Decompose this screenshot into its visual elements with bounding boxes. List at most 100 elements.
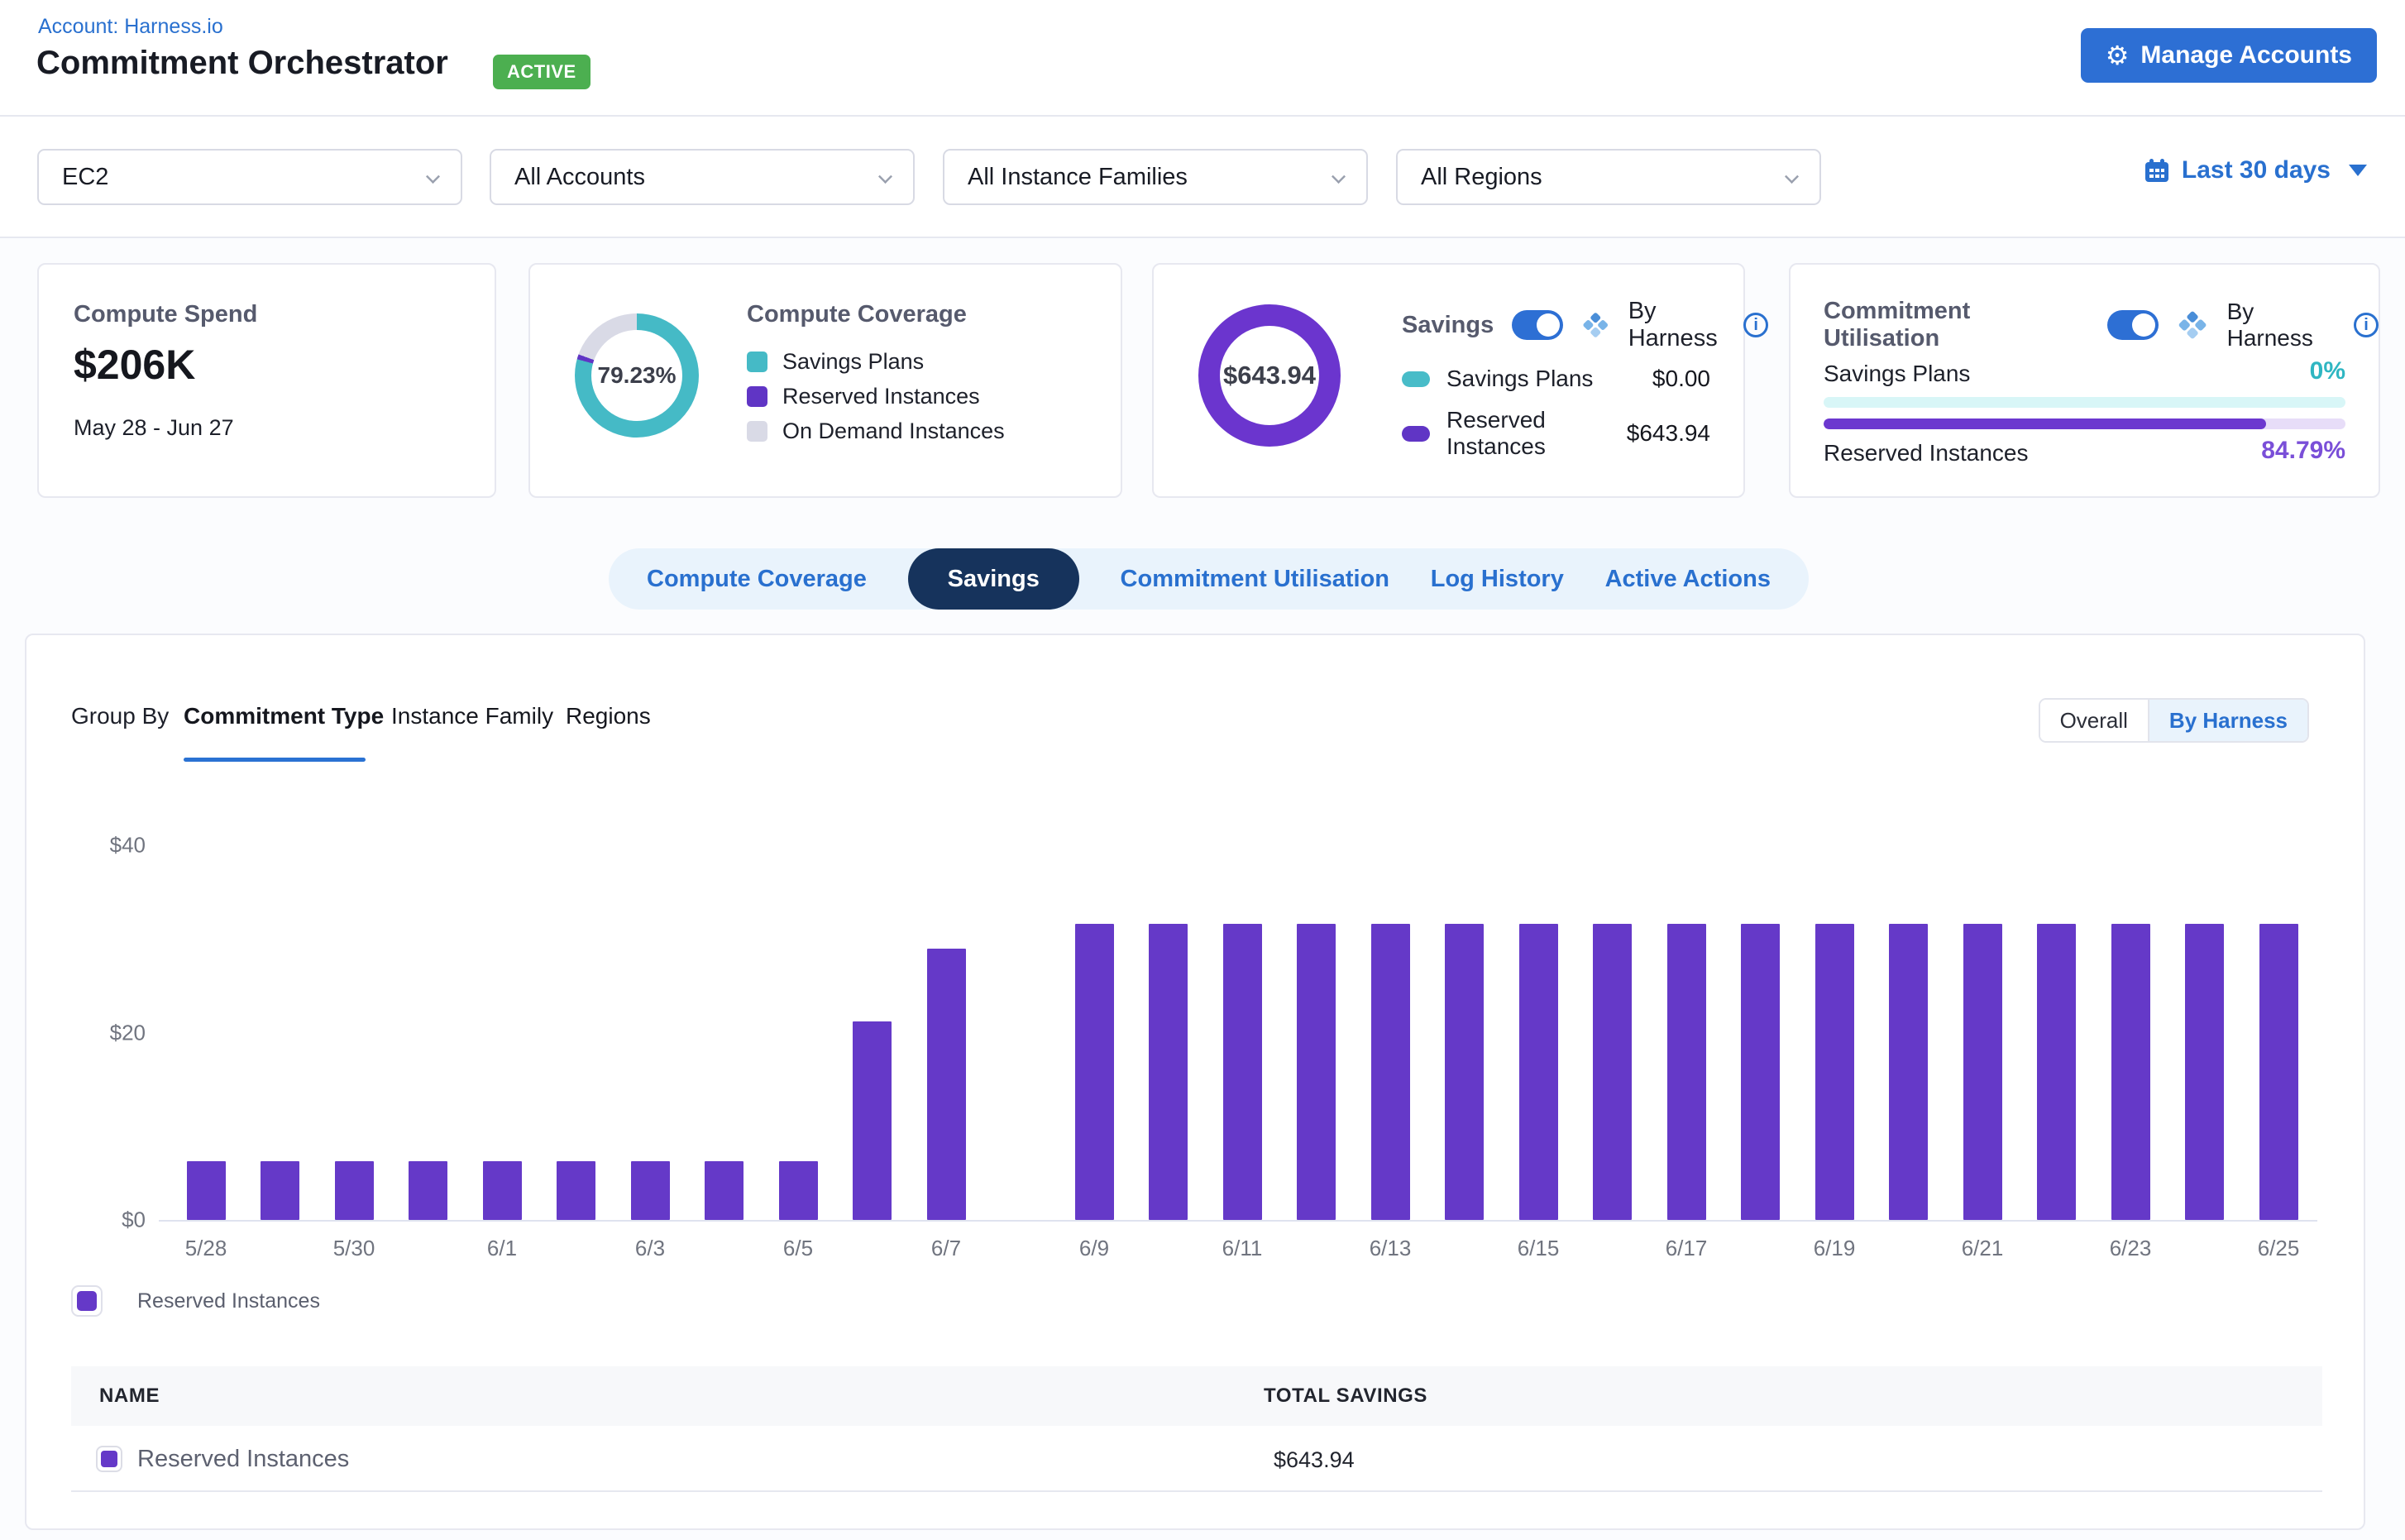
tab-log-history[interactable]: Log History [1430,565,1564,592]
x-axis-tick-label: 6/17 [1665,1236,1708,1260]
chart-bar[interactable] [1370,924,1410,1220]
info-icon[interactable]: i [2354,313,2379,337]
legend-label: Reserved Instances [137,1289,320,1313]
filter-bar: EC2 All Accounts All Instance Families A… [0,117,2405,238]
tab-savings[interactable]: Savings [907,548,1079,610]
chart-bar[interactable] [1297,924,1336,1220]
chart-bar[interactable] [705,1160,743,1220]
savings-row-value: $643.94 [1626,420,1710,446]
harness-logo-icon [2179,311,2207,339]
legend-swatch [747,352,767,372]
tab-compute-coverage[interactable]: Compute Coverage [647,565,867,592]
chart-bar[interactable] [557,1160,595,1220]
table-row[interactable]: Reserved Instances $643.94 [71,1426,2322,1492]
info-icon[interactable]: i [1743,313,1769,337]
row-total-savings: $643.94 [1274,1447,1355,1472]
group-by-regions[interactable]: Regions [566,703,651,729]
chart-bar[interactable] [1593,924,1632,1220]
legend-swatch [747,386,767,407]
page-header: Account: Harness.io Commitment Orchestra… [0,0,2405,117]
view-overall-button[interactable]: Overall [2039,700,2149,741]
commitment-utilisation-title: Commitment Utilisation [1824,298,1971,352]
savings-row-value: $0.00 [1652,366,1710,391]
row-name: Reserved Instances [137,1446,350,1472]
legend-swatch [1402,425,1430,442]
compute-spend-title: Compute Spend [74,301,258,328]
chart-bar[interactable] [334,1160,374,1220]
instance-families-dropdown[interactable]: All Instance Families [943,149,1368,205]
service-dropdown[interactable]: EC2 [37,149,462,205]
compute-spend-value: $206K [74,342,196,388]
manage-accounts-button[interactable]: ⚙ Manage Accounts [2080,28,2377,83]
reserved-instances-progress-bar [1824,418,2345,429]
savings-row-label: Savings Plans [1446,366,1594,391]
group-by-instance-family[interactable]: Instance Family [391,703,554,729]
chevron-down-icon [1332,170,1346,184]
chart-bar[interactable] [1445,924,1484,1220]
regions-dropdown[interactable]: All Regions [1396,149,1821,205]
util-savings-plans-label: Savings Plans [1824,361,1971,386]
chevron-down-icon [878,170,892,184]
tab-active-actions[interactable]: Active Actions [1604,565,1771,592]
chart-bar[interactable] [630,1160,670,1220]
tab-commitment-utilisation[interactable]: Commitment Utilisation [1120,565,1390,592]
chart-bar[interactable] [1963,924,2002,1220]
chart-bar[interactable] [1222,924,1262,1220]
util-reserved-instances-label: Reserved Instances [1824,440,2029,466]
chart-bar[interactable] [1815,924,1854,1220]
legend-label: On Demand Instances [782,418,1005,443]
savings-card: $643.94 Savings By Harness i Savings Pla… [1152,263,1769,498]
harness-logo-icon [1583,313,1609,337]
chart-bar[interactable] [261,1160,299,1220]
y-axis-tick-label: $20 [109,1020,146,1045]
x-axis-tick-label: 6/1 [486,1236,518,1260]
chart-bar[interactable] [1518,924,1558,1220]
chart-bar[interactable] [926,948,966,1220]
chart-bar[interactable] [1741,924,1780,1220]
compute-coverage-donut-chart [575,313,699,438]
column-header-name: NAME [99,1385,160,1407]
chart-bar[interactable] [186,1160,226,1220]
legend-item: On Demand Instances [747,418,1005,444]
progress-fill [1824,418,2267,429]
by-harness-toggle[interactable] [1512,310,1564,340]
chart-bar[interactable] [853,1021,892,1220]
by-harness-toggle[interactable] [2107,310,2159,340]
account-breadcrumb-link[interactable]: Account: Harness.io [38,15,223,38]
page-title: Commitment Orchestrator [36,45,448,81]
group-by-commitment-type[interactable]: Commitment Type [184,703,385,729]
legend-label: Reserved Instances [782,384,980,409]
savings-plans-progress-bar [1824,397,2345,408]
chart-bar[interactable] [1149,924,1188,1220]
compute-spend-card: Compute Spend $206K May 28 - Jun 27 [37,263,496,498]
instance-families-dropdown-value: All Instance Families [968,163,1188,190]
y-axis-tick-label: $0 [122,1207,146,1232]
chart-bar[interactable] [1666,924,1706,1220]
service-dropdown-value: EC2 [62,163,109,190]
x-axis-tick-label: 6/23 [2109,1236,2152,1260]
view-by-harness-button[interactable]: By Harness [2149,700,2307,741]
x-axis-tick-label: 6/13 [1369,1236,1412,1260]
date-range-label: Last 30 days [2181,156,2331,184]
chart-bar[interactable] [1074,924,1114,1220]
chart-bar[interactable] [2259,924,2298,1220]
chart-bar[interactable] [778,1160,818,1220]
savings-title: Savings [1402,311,1494,338]
chart-bar[interactable] [1889,924,1928,1220]
legend-swatch [1402,371,1430,387]
chart-bar[interactable] [409,1160,447,1220]
x-axis-tick-label: 5/28 [184,1236,227,1260]
x-axis-tick-label: 6/9 [1078,1236,1110,1260]
accounts-dropdown[interactable]: All Accounts [490,149,915,205]
compute-coverage-title: Compute Coverage [747,301,967,328]
compute-coverage-card: 79.23% Compute Coverage Savings Plans Re… [528,263,1122,498]
legend-swatch [77,1291,97,1311]
date-range-picker[interactable]: Last 30 days [2144,156,2367,184]
chart-bar[interactable] [2185,924,2224,1220]
compute-spend-period: May 28 - Jun 27 [74,415,234,440]
chart-bar[interactable] [482,1160,522,1220]
chart-bar[interactable] [2037,924,2076,1220]
chart-bar[interactable] [2111,924,2150,1220]
status-badge: ACTIVE [493,55,590,89]
legend-checkbox[interactable] [71,1285,103,1317]
